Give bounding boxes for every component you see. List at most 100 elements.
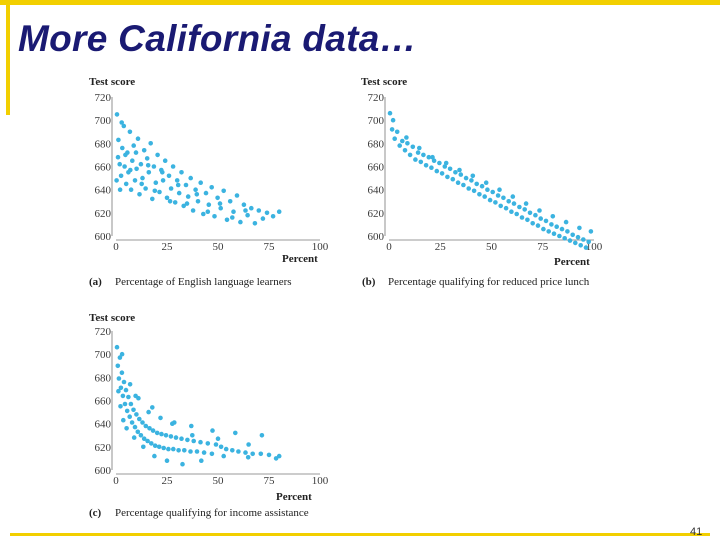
y-tick-label: 700 [95,349,112,361]
data-point [413,157,418,162]
data-point [249,205,254,211]
x-tick-label: 75 [264,475,276,487]
data-point [510,194,516,199]
data-point [445,174,450,180]
slide-title: More California data… [18,18,417,59]
accent-bar-bottom [10,533,710,536]
y-tick-label: 680 [95,138,112,150]
x-tick-label: 50 [213,475,225,487]
x-tick-label: 75 [264,241,276,253]
data-point [429,165,434,170]
data-point [138,433,144,438]
data-point [483,180,489,185]
data-point [146,170,152,175]
data-point [234,193,240,198]
y-tick-label: 660 [95,162,112,174]
data-point [439,171,445,176]
x-axis-label-c: Percent [276,491,312,503]
data-point [115,363,121,369]
data-point [128,187,134,192]
y-tick-label: 640 [95,419,112,431]
data-point [498,203,504,209]
data-point [437,160,442,166]
y-tick-label: 680 [368,138,385,150]
data-point [170,164,176,169]
data-point [581,237,586,242]
data-point [493,200,498,205]
data-point [221,453,226,459]
data-point [141,148,147,153]
data-point [143,423,149,429]
data-point [455,180,461,185]
data-point [443,160,449,166]
data-point [117,187,123,192]
data-point [155,152,160,158]
data-point [431,158,437,163]
data-point [199,458,204,464]
data-point [133,393,138,399]
data-point [523,201,529,206]
data-point [407,152,413,158]
data-point [141,436,147,442]
data-point [160,170,165,175]
data-point [509,209,514,214]
data-point [206,202,212,207]
data-point [527,210,533,216]
x-tick-label: 0 [113,475,119,487]
data-point [151,164,157,169]
data-point [128,167,133,173]
data-point [209,451,215,457]
data-point [245,212,250,218]
data-point [194,449,200,454]
data-point [533,212,538,218]
data-point [471,188,477,194]
panel-letter-b: (b) [362,276,376,288]
x-tick-label: 100 [312,241,329,253]
data-point [152,188,158,194]
data-point [215,436,221,442]
data-point [121,417,126,423]
data-point [150,428,156,433]
data-point [127,382,133,387]
y-tick-label: 700 [95,115,112,127]
data-point [217,201,223,206]
y-tick-label: 720 [368,92,385,104]
data-point [400,138,405,144]
data-point [137,192,142,197]
data-point [423,163,429,168]
data-point [131,407,136,413]
data-point [230,448,235,453]
data-point [124,426,129,431]
data-point [116,388,121,394]
data-point [246,442,251,447]
panel-letter-c: (c) [89,507,102,519]
scatter-panel-b: Test score Percent (b) Percentage qualif… [361,76,603,288]
data-point [546,229,551,234]
y-tick-label: 620 [95,442,112,454]
panel-caption-c: Percentage qualifying for income assista… [115,507,309,519]
data-point [180,461,185,467]
x-tick-label: 0 [113,241,119,253]
data-point [150,405,155,410]
data-point [404,135,409,140]
data-point [519,215,525,220]
data-point [167,199,173,204]
data-point [182,448,187,453]
data-point [157,189,162,195]
data-point [149,441,154,446]
data-point [215,195,220,201]
data-point [495,193,501,198]
scatter-panel-c: Test score Percent (c) Percentage qualif… [89,312,329,519]
data-point [511,201,517,206]
data-point [259,433,265,438]
data-point [162,158,168,163]
data-point [588,229,594,234]
y-tick-label: 700 [368,115,385,127]
data-point [227,199,233,204]
data-point [421,152,426,158]
data-point [164,195,170,201]
data-point [131,143,136,148]
data-point [144,156,150,161]
data-point [450,176,456,182]
data-point [141,444,146,450]
